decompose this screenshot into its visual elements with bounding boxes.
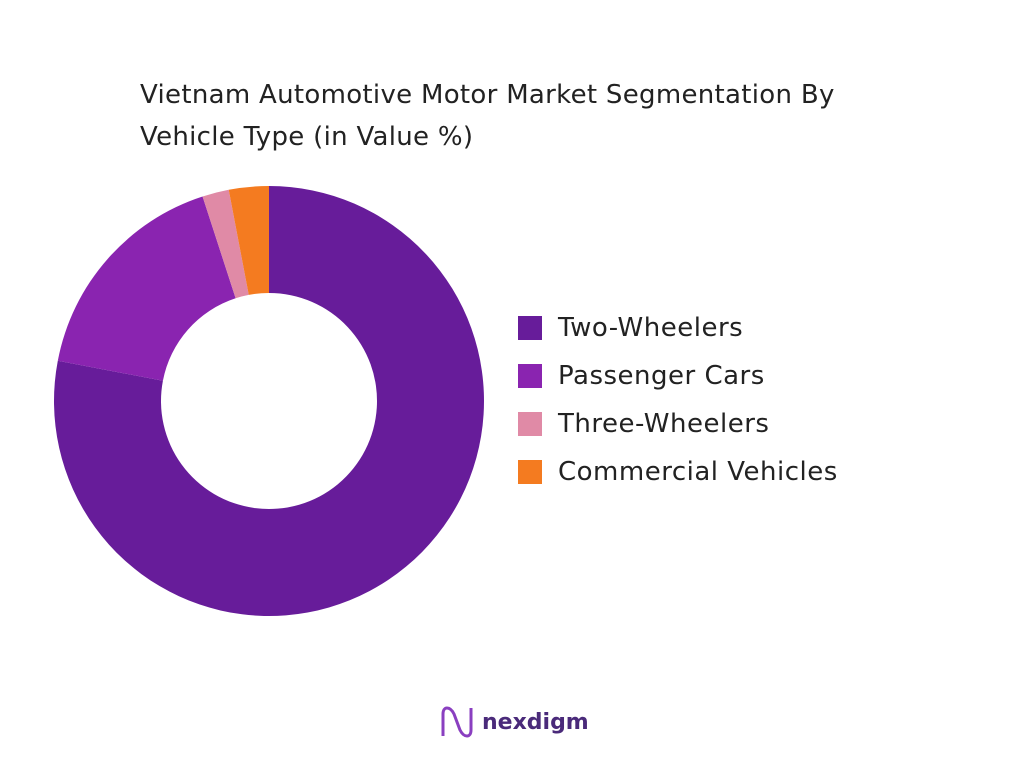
legend-swatch <box>518 364 542 388</box>
legend-label: Passenger Cars <box>558 361 765 391</box>
donut-slice <box>57 196 236 381</box>
brand-logo: nexdigm <box>440 704 589 740</box>
legend-item: Two-Wheelers <box>518 304 838 352</box>
chart-title: Vietnam Automotive Motor Market Segmenta… <box>140 80 835 152</box>
logo-icon <box>441 706 473 738</box>
donut-slice <box>202 189 249 299</box>
donut-slice <box>228 186 269 295</box>
legend-item: Commercial Vehicles <box>518 448 838 496</box>
legend-swatch <box>518 412 542 436</box>
legend-item: Three-Wheelers <box>518 400 838 448</box>
legend-label: Commercial Vehicles <box>558 457 838 487</box>
legend-label: Two-Wheelers <box>558 313 744 343</box>
legend: Two-Wheelers Passenger Cars Three-Wheelers… <box>518 304 838 496</box>
legend-label: Three-Wheelers <box>558 409 770 439</box>
legend-swatch <box>518 316 542 340</box>
donut-slice <box>53 186 484 616</box>
legend-swatch <box>518 460 542 484</box>
legend-item: Passenger Cars <box>518 352 838 400</box>
brand-name: nexdigm <box>482 709 589 735</box>
chart <box>53 186 484 616</box>
